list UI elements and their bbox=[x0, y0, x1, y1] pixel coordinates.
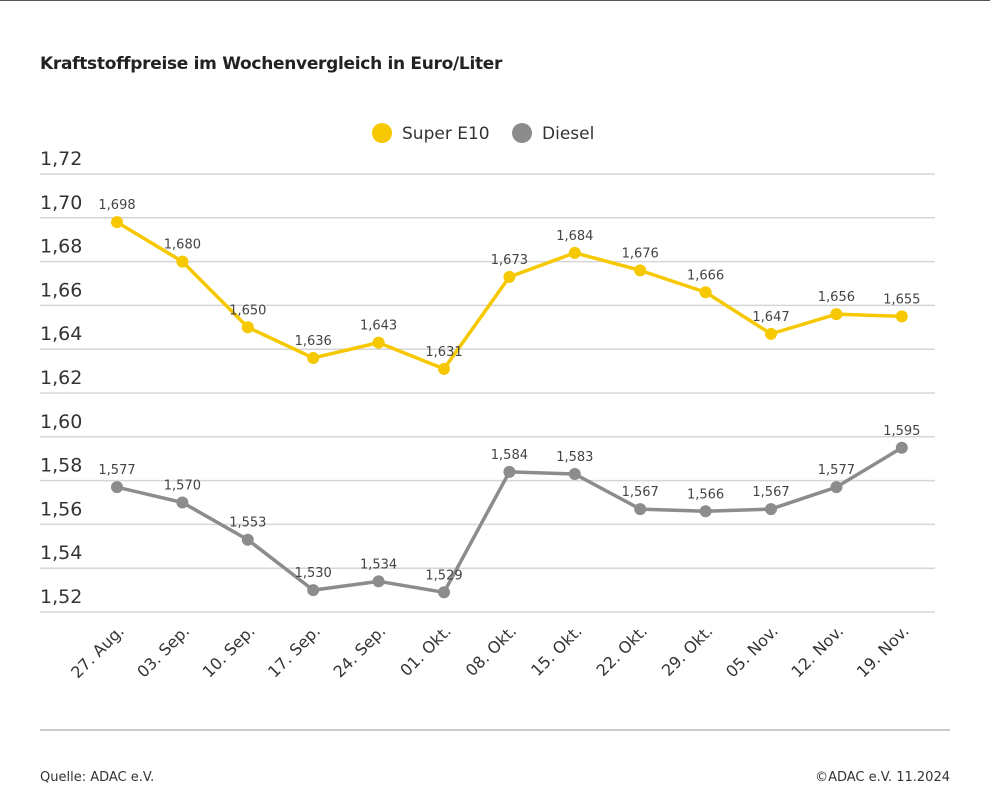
data-label: 1,650 bbox=[229, 303, 266, 318]
data-label: 1,577 bbox=[818, 463, 855, 478]
top-border bbox=[0, 0, 990, 1]
source-note: Quelle: ADAC e.V. bbox=[40, 770, 155, 785]
x-tick-label: 05. Nov. bbox=[722, 621, 782, 681]
data-label: 1,553 bbox=[229, 516, 266, 531]
data-label: 1,684 bbox=[556, 229, 593, 244]
data-point bbox=[111, 481, 123, 494]
x-tick-label: 01. Okt. bbox=[396, 621, 455, 680]
data-label: 1,530 bbox=[295, 566, 332, 581]
data-label: 1,631 bbox=[425, 345, 462, 360]
x-tick-label: 17. Sep. bbox=[264, 621, 324, 681]
x-tick-label: 22. Okt. bbox=[593, 621, 652, 680]
y-tick-label: 1,52 bbox=[40, 586, 82, 608]
data-label: 1,636 bbox=[295, 334, 332, 349]
divider bbox=[40, 729, 950, 731]
data-label: 1,595 bbox=[883, 424, 920, 439]
x-tick-label: 15. Okt. bbox=[527, 621, 586, 680]
y-tick-label: 1,66 bbox=[40, 279, 82, 301]
data-point bbox=[699, 286, 712, 299]
data-point bbox=[372, 575, 385, 588]
data-point bbox=[634, 264, 647, 277]
data-point bbox=[307, 584, 320, 597]
legend-marker bbox=[512, 123, 532, 143]
data-label: 1,643 bbox=[360, 319, 397, 334]
y-tick-label: 1,54 bbox=[40, 542, 82, 564]
data-point bbox=[895, 441, 908, 454]
data-label: 1,584 bbox=[491, 448, 528, 463]
legend-marker bbox=[372, 123, 392, 143]
data-point bbox=[438, 362, 450, 375]
data-point bbox=[765, 327, 777, 340]
x-tick-label: 12. Nov. bbox=[787, 621, 847, 681]
x-tick-label: 24. Sep. bbox=[329, 621, 389, 681]
y-tick-label: 1,56 bbox=[40, 498, 82, 520]
data-point bbox=[307, 351, 320, 364]
data-label: 1,529 bbox=[425, 568, 462, 583]
data-label: 1,655 bbox=[883, 292, 920, 307]
x-tick-label: 08. Okt. bbox=[462, 621, 521, 680]
y-tick-label: 1,72 bbox=[40, 148, 82, 170]
legend-label: Super E10 bbox=[402, 124, 490, 144]
data-label: 1,656 bbox=[818, 290, 855, 305]
legend-label: Diesel bbox=[542, 124, 594, 144]
data-label: 1,583 bbox=[556, 450, 593, 465]
data-label: 1,680 bbox=[164, 238, 201, 253]
data-label: 1,566 bbox=[687, 487, 724, 502]
data-label: 1,567 bbox=[752, 485, 789, 500]
copyright-note: ©ADAC e.V. 11.2024 bbox=[815, 770, 950, 785]
x-tick-label: 19. Nov. bbox=[853, 621, 913, 681]
data-point bbox=[634, 503, 647, 516]
data-point bbox=[568, 468, 581, 481]
data-point bbox=[895, 310, 908, 323]
x-tick-label: 10. Sep. bbox=[199, 621, 259, 681]
data-point bbox=[699, 505, 712, 518]
y-tick-label: 1,70 bbox=[40, 192, 82, 214]
data-label: 1,577 bbox=[98, 463, 135, 478]
series-line bbox=[116, 220, 902, 371]
data-label: 1,570 bbox=[164, 479, 201, 494]
x-tick-label: 03. Sep. bbox=[133, 621, 193, 681]
data-point bbox=[830, 481, 843, 494]
chart-title: Kraftstoffpreise im Wochenvergleich in E… bbox=[40, 54, 503, 74]
x-tick-label: 27. Aug. bbox=[67, 621, 128, 682]
data-label: 1,673 bbox=[491, 253, 528, 268]
data-point bbox=[241, 533, 254, 546]
data-point bbox=[111, 216, 123, 229]
data-point bbox=[176, 255, 189, 268]
data-point bbox=[503, 465, 516, 478]
y-tick-label: 1,60 bbox=[40, 411, 82, 433]
data-point bbox=[372, 336, 385, 349]
data-label: 1,567 bbox=[622, 485, 659, 500]
data-label: 1,647 bbox=[752, 310, 789, 325]
y-tick-label: 1,68 bbox=[40, 236, 82, 258]
data-point bbox=[438, 586, 450, 599]
data-point bbox=[241, 321, 254, 334]
data-label: 1,666 bbox=[687, 268, 724, 283]
data-label: 1,534 bbox=[360, 557, 397, 572]
x-tick-label: 29. Okt. bbox=[658, 621, 717, 680]
data-point bbox=[765, 503, 777, 516]
data-point bbox=[176, 496, 189, 509]
data-label: 1,676 bbox=[622, 246, 659, 261]
data-point bbox=[830, 308, 843, 321]
data-point bbox=[568, 246, 581, 259]
data-label: 1,698 bbox=[98, 198, 135, 213]
y-tick-label: 1,62 bbox=[40, 367, 82, 389]
y-tick-label: 1,64 bbox=[40, 323, 82, 345]
y-tick-label: 1,58 bbox=[40, 455, 82, 477]
data-point bbox=[503, 270, 516, 283]
